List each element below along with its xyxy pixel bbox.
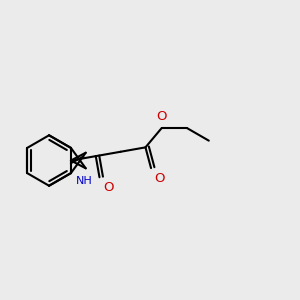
Text: O: O <box>103 181 113 194</box>
Text: O: O <box>156 110 167 123</box>
Text: O: O <box>154 172 165 184</box>
Text: NH: NH <box>76 176 92 186</box>
